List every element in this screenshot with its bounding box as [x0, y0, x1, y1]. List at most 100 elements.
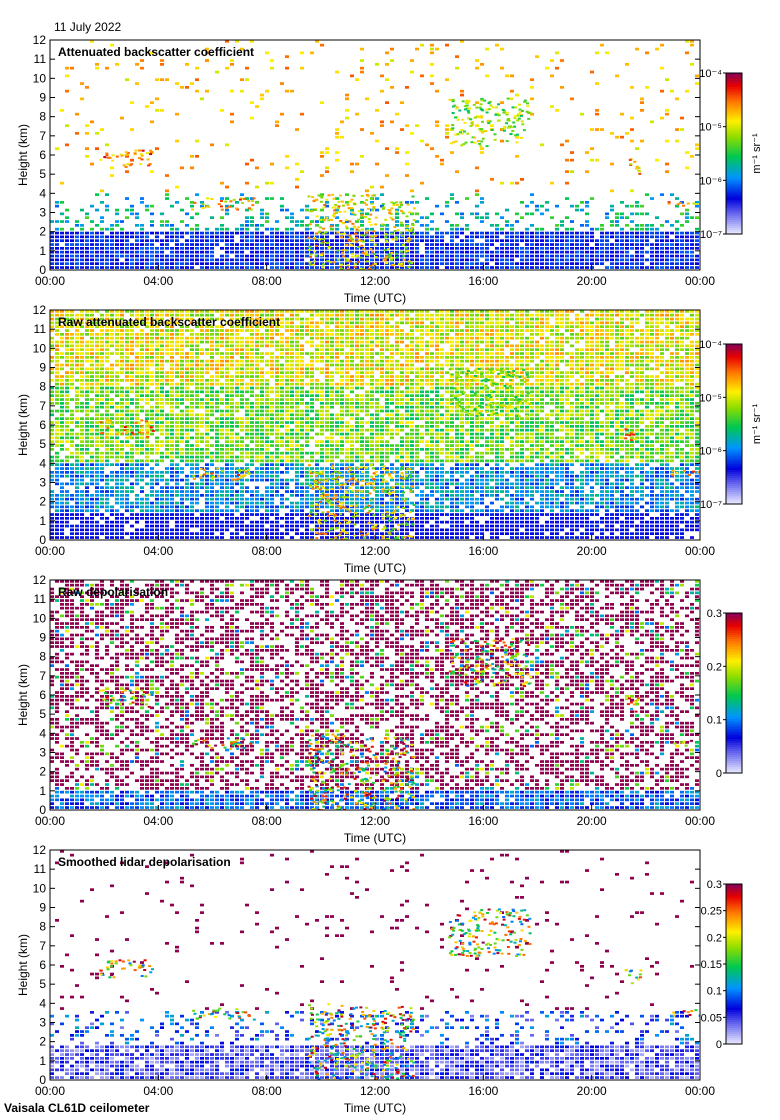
colorbar-tick-label: 10⁻⁵ — [699, 122, 722, 134]
colorbar-tick-label: 10⁻⁷ — [700, 499, 722, 511]
y-tick-label: 12 — [33, 843, 47, 857]
y-tick-label: 6 — [39, 148, 46, 162]
y-tick-label: 1 — [39, 514, 46, 528]
x-axis-label: Time (UTC) — [344, 561, 406, 575]
y-axis-label: Height (km) — [16, 934, 30, 996]
colorbar: 10⁻⁴ 10⁻⁵ 10⁻⁶ 10⁻⁷ m⁻¹ sr⁻¹ — [699, 339, 763, 511]
y-tick-label: 6 — [39, 418, 46, 432]
colorbar-tick-label: 0.2 — [707, 661, 722, 673]
colorbar-frame — [725, 343, 743, 505]
colorbar-tick-label: 10⁻⁵ — [699, 392, 722, 404]
panel-title: Smoothed lidar depolarisation — [58, 855, 231, 869]
x-tick-label: 04:00 — [143, 814, 173, 828]
heatmap-cells — [50, 40, 699, 270]
y-tick-label: 1 — [39, 1054, 46, 1068]
y-tick-label: 10 — [33, 881, 47, 895]
y-tick-label: 4 — [39, 456, 46, 470]
colorbar-tick-label: 10⁻⁷ — [700, 229, 722, 241]
x-tick-label: 08:00 — [252, 274, 282, 288]
y-tick-label: 9 — [39, 901, 46, 915]
y-tick-label: 3 — [39, 476, 46, 490]
x-tick-label: 08:00 — [252, 814, 282, 828]
heatmap-cells — [50, 310, 700, 540]
panel-4: Smoothed lidar depolarisation 0 12 3 4 5 6 7 8 9 1… — [16, 843, 743, 1115]
x-tick-label: 16:00 — [468, 274, 498, 288]
panel-title: Raw depolarisation — [58, 585, 168, 599]
y-tick-label: 11 — [34, 52, 47, 66]
colorbar-tick-label: 0.1 — [707, 715, 722, 727]
x-tick-label: 00:00 — [35, 1084, 65, 1098]
x-tick-label: 16:00 — [468, 814, 498, 828]
y-tick-label: 4 — [39, 726, 46, 740]
heatmap-cells — [50, 850, 700, 1080]
date-label: 11 July 2022 — [54, 20, 122, 34]
x-tick-label: 08:00 — [252, 544, 282, 558]
y-tick-label: 0 — [39, 263, 46, 277]
y-axis-label: Height (km) — [16, 664, 30, 726]
y-tick-label: 6 — [39, 688, 46, 702]
colorbar-tick-label: 0.15 — [701, 959, 722, 971]
x-tick-label: 12:00 — [360, 544, 390, 558]
y-tick-label: 12 — [33, 33, 47, 47]
colorbar-frame — [725, 72, 743, 235]
x-tick-label: 00:00 — [35, 274, 65, 288]
colorbar-tick-label: 0.3 — [707, 608, 722, 620]
colorbar-tick-label: 0.05 — [701, 1012, 722, 1024]
x-tick-label: 00:00 — [35, 544, 65, 558]
y-tick-label: 10 — [33, 611, 47, 625]
y-tick-label: 3 — [39, 206, 46, 220]
colorbar-tick-label: 10⁻⁶ — [699, 175, 722, 187]
y-tick-label: 5 — [39, 707, 46, 721]
colorbar-tick-label: 0 — [716, 1039, 722, 1051]
colorbar-tick-label: 0.1 — [707, 986, 722, 998]
x-tick-label: 12:00 — [360, 1084, 390, 1098]
y-tick-label: 3 — [39, 1016, 46, 1030]
y-tick-label: 8 — [39, 380, 46, 394]
y-tick-label: 2 — [39, 765, 46, 779]
x-tick-label: 12:00 — [360, 814, 390, 828]
y-tick-label: 9 — [39, 631, 46, 645]
y-tick-label: 0 — [39, 803, 46, 817]
x-tick-label: 00:00 — [685, 1084, 715, 1098]
colorbar-units: m⁻¹ sr⁻¹ — [751, 133, 763, 174]
y-tick-label: 10 — [33, 71, 47, 85]
x-tick-label: 20:00 — [577, 274, 607, 288]
x-tick-label: 04:00 — [143, 1084, 173, 1098]
x-tick-label: 20:00 — [577, 814, 607, 828]
y-tick-label: 11 — [34, 862, 47, 876]
x-tick-label: 00:00 — [685, 814, 715, 828]
colorbar-tick-label: 10⁻⁴ — [699, 339, 722, 351]
y-tick-label: 1 — [39, 784, 46, 798]
x-axis-label: Time (UTC) — [344, 291, 406, 305]
x-tick-label: 00:00 — [685, 544, 715, 558]
x-axis-label: Time (UTC) — [344, 831, 406, 845]
y-tick-label: 6 — [39, 958, 46, 972]
x-tick-label: 12:00 — [360, 274, 390, 288]
y-tick-label: 8 — [39, 920, 46, 934]
y-tick-label: 0 — [39, 1073, 46, 1087]
colorbar-frame — [725, 612, 743, 774]
y-tick-label: 10 — [33, 341, 47, 355]
y-tick-label: 7 — [39, 669, 46, 683]
y-tick-label: 7 — [39, 399, 46, 413]
x-tick-label: 04:00 — [143, 544, 173, 558]
y-tick-label: 5 — [39, 977, 46, 991]
x-tick-label: 00:00 — [685, 274, 715, 288]
x-tick-label: 08:00 — [252, 1084, 282, 1098]
y-tick-label: 11 — [34, 592, 47, 606]
colorbar-tick-label: 0.2 — [707, 932, 722, 944]
y-tick-label: 5 — [39, 437, 46, 451]
x-tick-label: 20:00 — [577, 1084, 607, 1098]
colorbar-tick-label: 10⁻⁴ — [699, 68, 722, 80]
y-tick-label: 7 — [39, 129, 46, 143]
y-tick-label: 8 — [39, 650, 46, 664]
panel-2: Raw attenuated backscatter coefficient 0 1… — [16, 303, 763, 575]
y-tick-label: 3 — [39, 746, 46, 760]
y-tick-label: 7 — [39, 939, 46, 953]
y-tick-label: 12 — [33, 573, 47, 587]
colorbar-tick-label: 10⁻⁶ — [699, 446, 722, 458]
y-tick-label: 4 — [39, 996, 46, 1010]
